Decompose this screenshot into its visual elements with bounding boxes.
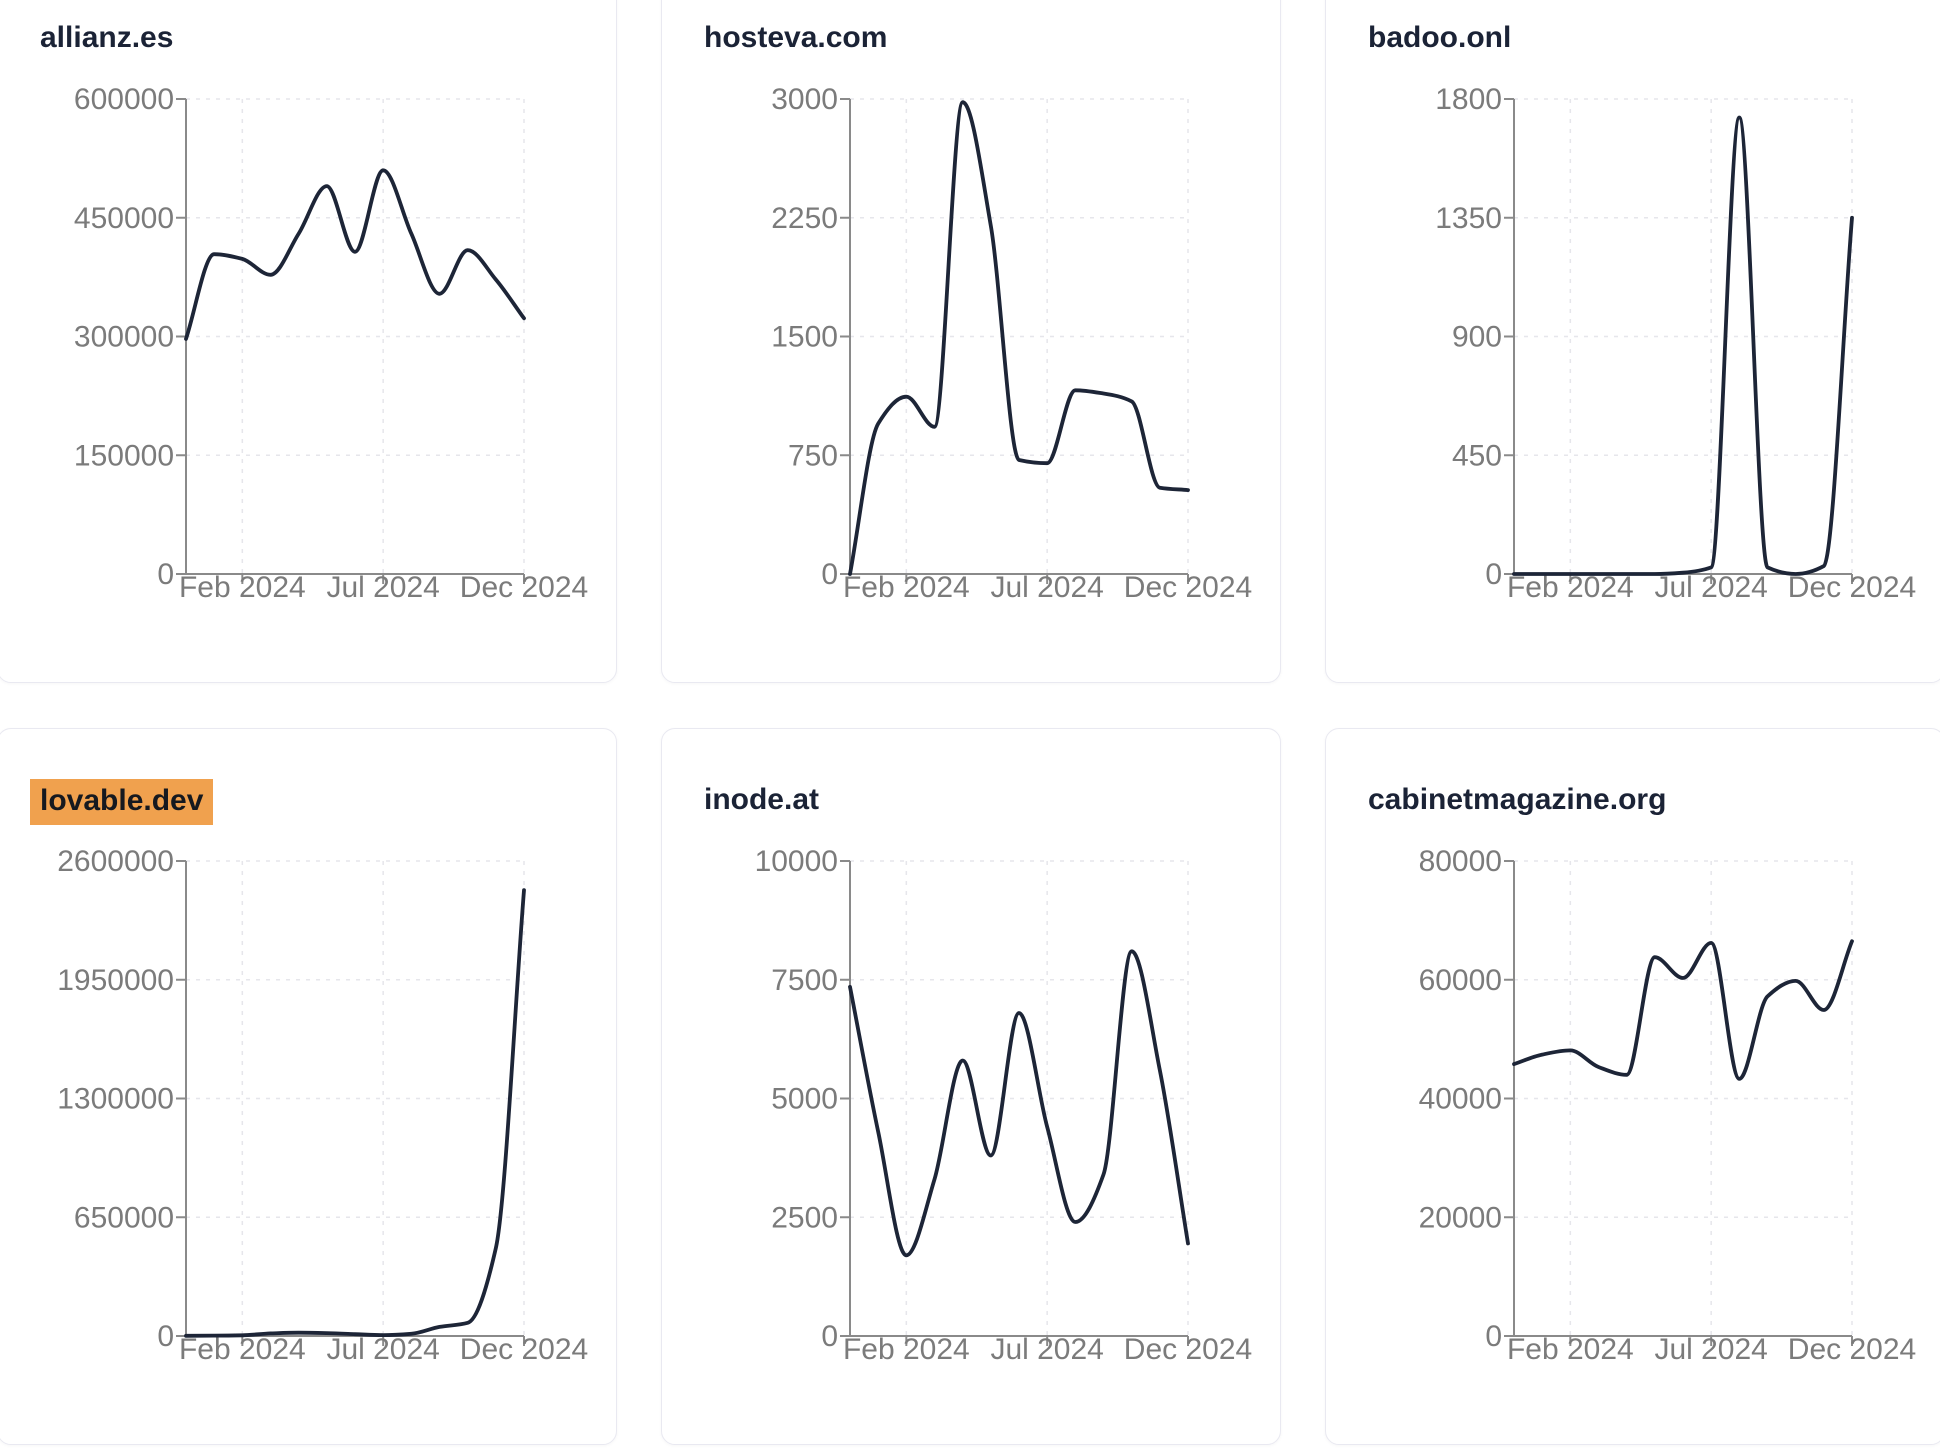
y-tick-label: 1500 [771,321,838,354]
traffic-line [848,100,1190,576]
traffic-line [848,949,1190,1258]
chart-title: badoo.onl [1368,17,1511,59]
domain-label: badoo.onl [1368,21,1512,54]
chart-title: hosteva.com [704,17,887,59]
chart-card-hosteva-com: hosteva.com 0 750 1500 2250 3000 Feb 2024 Jul … [661,0,1281,683]
chart-title: inode.at [704,779,819,821]
traffic-line [1512,115,1854,576]
y-tick-label: 1800 [1435,83,1502,116]
x-tick-label: Feb 2024 [179,571,306,604]
y-tick-label: 0 [1485,558,1502,591]
x-tick-label: Dec 2024 [460,1333,588,1366]
traffic-line [184,168,526,341]
y-tick-label: 2250 [771,202,838,235]
y-tick-label: 7500 [771,964,838,997]
line-chart: 0 750 1500 2250 3000 Feb 2024 Jul 2024 Dec 2024 [771,83,1252,604]
y-tick-label: 450 [1452,439,1502,472]
y-tick-label: 5000 [771,1083,838,1116]
x-tick-label: Jul 2024 [326,1333,439,1366]
x-tick-label: Feb 2024 [1507,571,1634,604]
domain-label: hosteva.com [704,21,888,54]
y-tick-label: 10000 [755,845,838,878]
y-tick-label: 150000 [74,439,174,472]
x-tick-label: Feb 2024 [843,571,970,604]
line-chart: 0 20000 40000 60000 80000 Feb 2024 Jul 2024 Dec… [1419,845,1917,1366]
y-tick-label: 2600000 [57,845,174,878]
x-tick-label: Feb 2024 [179,1333,306,1366]
y-tick-label: 20000 [1419,1201,1502,1234]
line-chart: 0 450 900 1350 1800 Feb 2024 Jul 2024 Dec 2024 [1435,83,1916,604]
y-tick-label: 80000 [1419,845,1502,878]
domain-label-highlighted: lovable.dev [30,779,214,825]
y-tick-label: 300000 [74,321,174,354]
line-chart: 0 650000 1300000 1950000 2600000 Feb 2024 Jul … [57,845,588,1366]
chart-title: cabinetmagazine.org [1368,779,1666,821]
y-tick-label: 60000 [1419,964,1502,997]
traffic-line [184,888,526,1338]
x-tick-label: Jul 2024 [990,571,1103,604]
chart-title: allianz.es [40,17,173,59]
x-tick-label: Feb 2024 [843,1333,970,1366]
x-tick-label: Jul 2024 [1654,1333,1767,1366]
y-tick-label: 2500 [771,1201,838,1234]
y-tick-label: 450000 [74,202,174,235]
chart-card-badoo-onl: badoo.onl 0 450 900 1350 1800 Feb 2024 Jul 202… [1325,0,1940,683]
y-tick-label: 0 [821,558,838,591]
domain-label: cabinetmagazine.org [1368,783,1667,816]
y-tick-label: 0 [1485,1320,1502,1353]
y-tick-label: 3000 [771,83,838,116]
y-tick-label: 40000 [1419,1083,1502,1116]
y-tick-label: 0 [157,558,174,591]
y-tick-label: 0 [821,1320,838,1353]
domain-label: inode.at [704,783,820,816]
y-tick-label: 1350 [1435,202,1502,235]
x-tick-label: Dec 2024 [1788,1333,1916,1366]
y-tick-label: 600000 [74,83,174,116]
chart-card-inode-at: inode.at 0 2500 5000 7500 10000 Feb 2024 Jul 2… [661,728,1281,1445]
y-tick-label: 650000 [74,1201,174,1234]
y-tick-label: 900 [1452,321,1502,354]
x-tick-label: Jul 2024 [990,1333,1103,1366]
y-tick-label: 750 [788,439,838,472]
chart-card-cabinetmagazine-org: cabinetmagazine.org 0 20000 40000 60000 8000… [1325,728,1940,1445]
y-tick-label: 1950000 [57,964,174,997]
line-chart: 0 2500 5000 7500 10000 Feb 2024 Jul 2024 Dec 20… [755,845,1253,1366]
x-tick-label: Dec 2024 [1788,571,1916,604]
x-tick-label: Jul 2024 [326,571,439,604]
x-tick-label: Feb 2024 [1507,1333,1634,1366]
y-tick-label: 1300000 [57,1083,174,1116]
chart-card-allianz-es: allianz.es 0 150000 300000 450000 600000 Feb … [0,0,617,683]
x-tick-label: Dec 2024 [1124,1333,1252,1366]
chart-card-lovable-dev: lovable.dev 0 650000 1300000 1950000 2600000… [0,728,617,1445]
domain-label: allianz.es [40,21,174,54]
line-chart: 0 150000 300000 450000 600000 Feb 2024 Jul 202… [74,83,588,604]
x-tick-label: Dec 2024 [460,571,588,604]
y-tick-label: 0 [157,1320,174,1353]
x-tick-label: Jul 2024 [1654,571,1767,604]
x-tick-label: Dec 2024 [1124,571,1252,604]
chart-title: lovable.dev [30,779,214,825]
traffic-line [1512,939,1854,1081]
